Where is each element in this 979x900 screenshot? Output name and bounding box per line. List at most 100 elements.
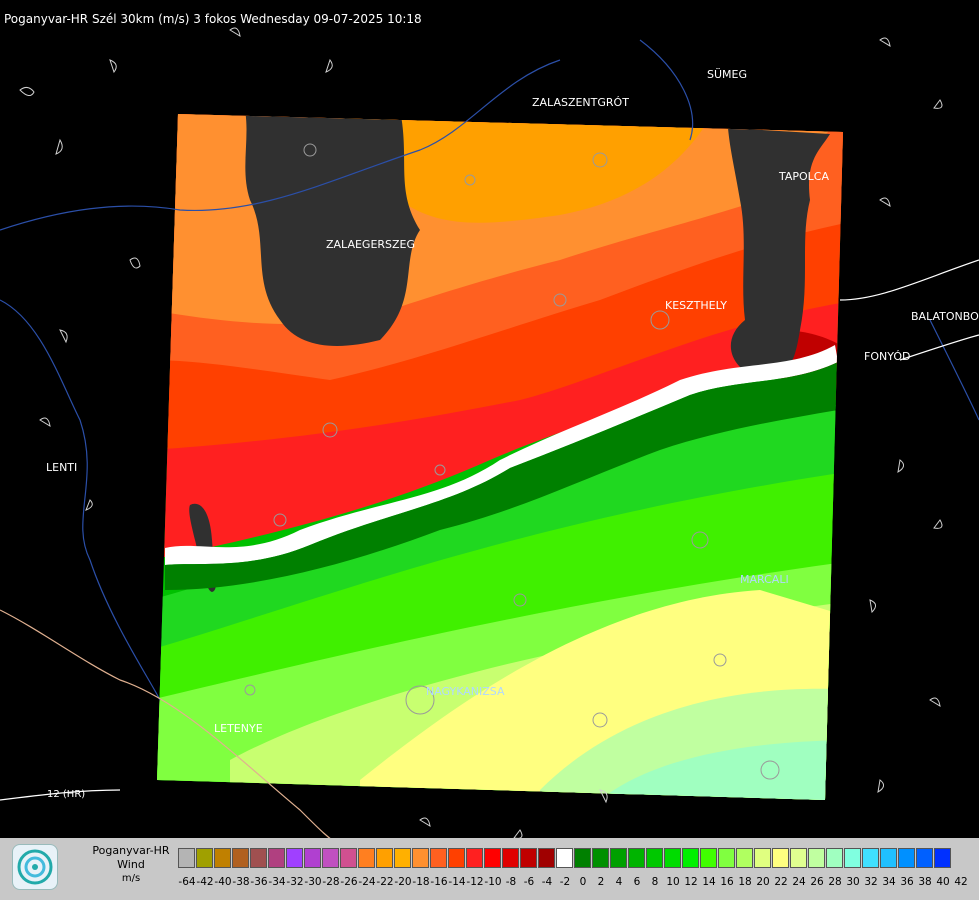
legend-swatch <box>700 848 717 868</box>
radar-title: Poganyvar-HR Szél 30km (m/s) 3 fokos Wed… <box>4 12 422 26</box>
legend-swatch <box>538 848 555 868</box>
legend-swatch <box>484 848 501 868</box>
city-label-lenti: LENTI <box>46 461 78 474</box>
legend-swatch <box>268 848 285 868</box>
legend-swatch <box>340 848 357 868</box>
legend-tick-label: 42 <box>954 876 968 888</box>
legend-tick-label: 0 <box>579 876 587 888</box>
legend-tick-label: 34 <box>882 876 896 888</box>
legend-swatch <box>844 848 861 868</box>
legend-tick-label: 30 <box>846 876 860 888</box>
city-label-keszthely: KESZTHELY <box>665 299 728 312</box>
legend-tick-label: -14 <box>448 876 466 888</box>
road-label-12: 12 (HR) <box>47 789 86 800</box>
color-legend: Poganyvar-HR Wind m/s -64 -42 -40 -38 -36 -34… <box>0 838 979 900</box>
radar-logo-icon <box>12 844 58 890</box>
legend-label: Poganyvar-HR Wind m/s <box>84 844 178 896</box>
legend-swatch <box>376 848 393 868</box>
legend-swatch <box>286 848 303 868</box>
city-label-balatonbo: BALATONBO <box>911 310 979 323</box>
legend-swatch <box>754 848 771 868</box>
legend-tick-label: 6 <box>633 876 641 888</box>
legend-tick-label: 28 <box>828 876 842 888</box>
legend-tick-label: 20 <box>756 876 770 888</box>
city-label-tapolca: TAPOLCA <box>779 170 830 183</box>
legend-tick-label: 2 <box>597 876 605 888</box>
legend-tick-label: -30 <box>304 876 322 888</box>
legend-swatch <box>826 848 843 868</box>
legend-tick-label: -4 <box>541 876 553 888</box>
legend-swatch <box>880 848 897 868</box>
city-label-nagykanizsa: NAGYKANIZSA <box>426 685 505 698</box>
legend-tick-label: -32 <box>286 876 304 888</box>
city-label-fonyod: FONYÓD <box>864 350 911 363</box>
legend-swatch <box>628 848 645 868</box>
legend-swatch <box>934 848 951 868</box>
roads <box>0 259 979 846</box>
legend-swatch <box>448 848 465 868</box>
legend-swatch <box>646 848 663 868</box>
legend-tick-label: 8 <box>651 876 659 888</box>
legend-tick-label: 16 <box>720 876 734 888</box>
legend-tick-label: 10 <box>666 876 680 888</box>
city-label-letenye: LETENYE <box>214 722 263 735</box>
legend-tick-label: -12 <box>466 876 484 888</box>
legend-tick-label: 38 <box>918 876 932 888</box>
city-label-sumeg: SÜMEG <box>707 68 747 81</box>
legend-tick-label: 12 <box>684 876 698 888</box>
legend-swatch <box>466 848 483 868</box>
rivers <box>0 39 979 701</box>
legend-swatch <box>196 848 213 868</box>
legend-tick-label: -38 <box>232 876 250 888</box>
legend-tick-label: -8 <box>505 876 517 888</box>
legend-tick-label: 36 <box>900 876 914 888</box>
legend-swatch <box>322 848 339 868</box>
legend-tick-label: 26 <box>810 876 824 888</box>
legend-tick-label: 24 <box>792 876 806 888</box>
legend-tick-label: -40 <box>214 876 232 888</box>
legend-tick-label: -20 <box>394 876 412 888</box>
legend-tick-label: -64 <box>178 876 196 888</box>
legend-tick-label: 4 <box>615 876 623 888</box>
legend-swatch <box>556 848 573 868</box>
legend-tick-label: -22 <box>376 876 394 888</box>
legend-swatch <box>394 848 411 868</box>
settlement-outlines <box>19 27 943 839</box>
legend-tick-label: -16 <box>430 876 448 888</box>
legend-unit: m/s <box>121 873 141 884</box>
legend-swatch <box>250 848 267 868</box>
legend-swatch <box>772 848 789 868</box>
legend-swatch <box>898 848 915 868</box>
legend-swatch <box>214 848 231 868</box>
legend-swatch <box>916 848 933 868</box>
legend-swatch <box>862 848 879 868</box>
city-label-marcali: MARCALI <box>740 573 789 586</box>
legend-tick-label: -18 <box>412 876 430 888</box>
legend-tick-label: -34 <box>268 876 286 888</box>
legend-swatch <box>178 848 195 868</box>
legend-product: Wind <box>117 858 145 871</box>
city-label-zalaszentgrot: ZALASZENTGRÓT <box>532 96 629 109</box>
legend-swatch <box>682 848 699 868</box>
legend-tick-label: -10 <box>484 876 502 888</box>
legend-tick-label: -26 <box>340 876 358 888</box>
legend-tick-label: -28 <box>322 876 340 888</box>
legend-swatch <box>502 848 519 868</box>
legend-swatch <box>304 848 321 868</box>
legend-tick-label: 18 <box>738 876 752 888</box>
legend-tick-label: 40 <box>936 876 950 888</box>
legend-tick-label: 14 <box>702 876 716 888</box>
legend-tick-label: 22 <box>774 876 788 888</box>
legend-swatch <box>790 848 807 868</box>
legend-swatch <box>808 848 825 868</box>
legend-swatch <box>412 848 429 868</box>
legend-tick-label: -24 <box>358 876 376 888</box>
city-label-zalaegerszeg: ZALAEGERSZEG <box>326 238 416 251</box>
legend-swatch <box>430 848 447 868</box>
legend-swatch <box>664 848 681 868</box>
legend-tick-label: -2 <box>559 876 571 888</box>
legend-tick-label: -42 <box>196 876 214 888</box>
legend-swatch <box>592 848 609 868</box>
legend-swatch <box>736 848 753 868</box>
